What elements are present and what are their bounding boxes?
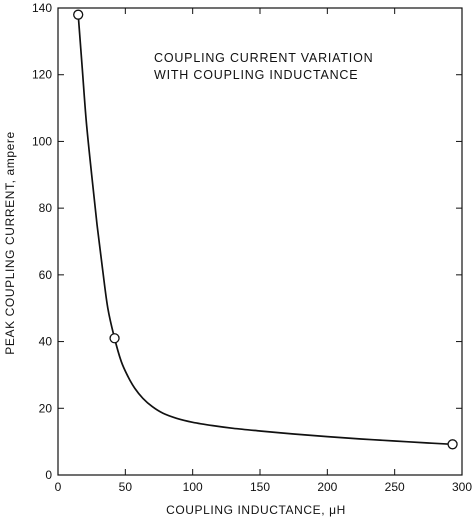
x-tick-label: 300: [452, 480, 472, 494]
y-tick-label: 120: [32, 68, 52, 82]
x-tick-label: 250: [385, 480, 405, 494]
x-axis-title: COUPLING INDUCTANCE, μH: [166, 503, 346, 517]
axis-ticks: [57, 7, 463, 476]
y-tick-label: 0: [45, 468, 52, 482]
y-tick-label: 100: [32, 134, 52, 148]
chart-title-line-1: COUPLING CURRENT VARIATION: [154, 51, 373, 65]
y-axis-title: PEAK COUPLING CURRENT, ampere: [3, 131, 17, 354]
y-tick-label: 60: [39, 268, 53, 282]
data-point-marker: [73, 9, 84, 20]
x-tick-label: 100: [183, 480, 203, 494]
y-tick-label: 140: [32, 1, 52, 15]
x-tick-label: 150: [250, 480, 270, 494]
data-point-marker: [447, 439, 458, 450]
y-tick-label: 80: [39, 201, 53, 215]
data-point-marker: [109, 333, 120, 344]
x-tick-label: 200: [317, 480, 337, 494]
series-curve: [77, 14, 453, 446]
chart-title-line-2: WITH COUPLING INDUCTANCE: [154, 68, 358, 82]
x-tick-label: 50: [119, 480, 133, 494]
data-markers: [73, 9, 458, 450]
y-tick-label: 40: [39, 335, 53, 349]
y-tick-label: 20: [39, 401, 53, 415]
axis-tick-labels: 0 50 100 150 200 250 300 0 20 40 60 80 100 120 140: [32, 1, 472, 494]
x-tick-label: 0: [55, 480, 62, 494]
